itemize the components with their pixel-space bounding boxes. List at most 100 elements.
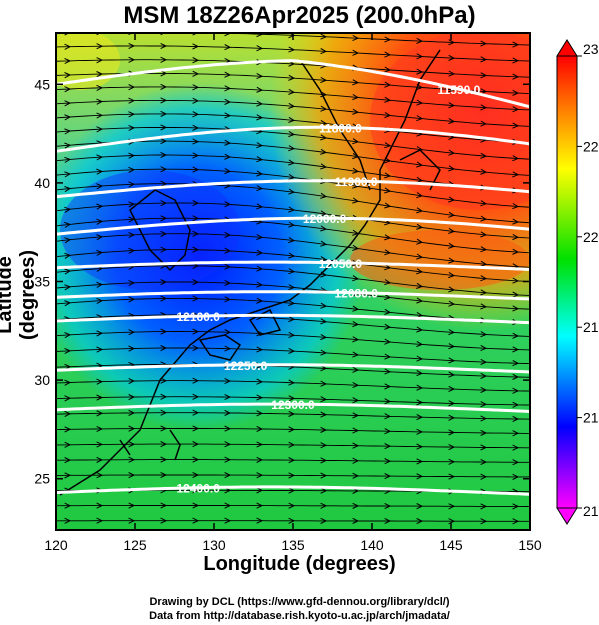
wind-arrow [192, 70, 200, 77]
height-contour [56, 363, 530, 374]
wind-arrow [96, 330, 104, 337]
wind-arrow [384, 443, 392, 450]
wind-arrow [224, 139, 232, 146]
wind-arrow [416, 207, 424, 214]
wind-arrow [192, 425, 200, 432]
wind-arrow [416, 443, 424, 450]
wind-arrow [192, 344, 200, 352]
wind-arrow [512, 277, 520, 284]
wind-arrow [224, 263, 232, 270]
wind-arrow [128, 409, 136, 416]
wind-arrow [416, 326, 424, 333]
streamline [56, 380, 530, 392]
wind-arrow [256, 441, 264, 448]
credit-drawing: Drawing by DCL (https://www.gfd-dennou.o… [149, 596, 450, 608]
streamline [56, 202, 530, 239]
wind-arrow [320, 134, 328, 141]
contour-label: 12050.0 [319, 257, 363, 271]
wind-arrow [288, 284, 296, 291]
wind-arrow [64, 43, 72, 50]
wind-arrow [352, 275, 360, 282]
wind-arrow [224, 329, 232, 336]
coastline [59, 49, 441, 496]
wind-arrow [128, 97, 136, 104]
streamline [56, 396, 530, 406]
wind-arrow [448, 271, 456, 279]
wind-arrow [224, 201, 232, 208]
x-tick-label: 120 [44, 537, 68, 553]
height-contour [56, 485, 530, 496]
wind-arrow [64, 171, 72, 178]
wind-arrow [480, 415, 488, 422]
wind-arrow [512, 305, 520, 312]
wind-arrow [352, 442, 360, 449]
wind-arrow [192, 471, 200, 479]
wind-arrow [320, 33, 328, 40]
wind-arrow [97, 533, 102, 538]
colorbar-tick-label: 222 [583, 229, 599, 245]
wind-arrow [160, 215, 168, 222]
wind-arrow [96, 43, 104, 50]
wind-arrow [160, 377, 168, 384]
wind-arrow [64, 457, 72, 464]
wind-arrow [384, 338, 392, 345]
streamline [56, 233, 530, 268]
wind-arrow [224, 247, 232, 254]
contour-label: 12080.0 [335, 287, 379, 301]
height-contour [56, 59, 530, 109]
contour-label: 11900.0 [335, 175, 378, 189]
wind-arrow [224, 167, 232, 175]
wind-arrow [160, 56, 168, 63]
wind-arrow [480, 344, 488, 352]
x-tick-label: 140 [360, 537, 384, 553]
wind-arrow [320, 148, 328, 155]
wind-arrow [512, 518, 520, 525]
wind-arrow [512, 89, 520, 96]
wind-arrow [288, 159, 296, 166]
wind-arrow [128, 181, 136, 188]
wind-arrow [352, 108, 360, 115]
wind-arrow [224, 296, 232, 303]
wind-arrow [256, 425, 264, 433]
wind-arrow [160, 393, 168, 400]
wind-arrow [161, 533, 166, 538]
wind-arrow [256, 100, 264, 107]
wind-arrow [480, 246, 488, 253]
streamline [56, 183, 530, 224]
height-contour [56, 402, 530, 413]
wind-arrow [480, 215, 488, 222]
wind-arrow [256, 170, 264, 177]
wind-arrow [384, 96, 392, 103]
x-tick-label: 150 [518, 537, 542, 553]
wind-arrow [160, 409, 168, 416]
height-contour [56, 216, 530, 236]
wind-arrow [96, 456, 104, 463]
wind-arrow [512, 106, 520, 113]
wind-arrow [416, 340, 424, 348]
colorbar-tick-label: 230 [583, 41, 599, 57]
wind-arrow [321, 533, 326, 538]
streamline [56, 281, 530, 310]
wind-arrow [512, 503, 520, 510]
height-contours: 11590.0 11800.0 11900.0 12000.0 12050.0 12080… [56, 59, 530, 496]
wind-arrow [128, 247, 136, 254]
wind-arrow [128, 296, 136, 303]
wind-arrow [480, 260, 488, 267]
wind-arrow [384, 383, 392, 390]
wind-arrow [352, 79, 360, 86]
wind-arrow [64, 221, 72, 228]
wind-arrow [256, 378, 264, 385]
wind-streamlines [56, 33, 530, 538]
wind-arrow [352, 305, 360, 312]
wind-arrow [160, 124, 168, 131]
wind-arrow [128, 472, 136, 479]
wind-arrow [96, 410, 104, 417]
wind-arrow [192, 33, 199, 36]
streamline [56, 428, 530, 434]
wind-arrow [64, 186, 72, 193]
wind-arrow [288, 457, 296, 464]
wind-arrow [128, 456, 136, 463]
wind-arrow [512, 155, 520, 162]
wind-arrow [224, 377, 232, 385]
wind-arrow [256, 265, 264, 272]
